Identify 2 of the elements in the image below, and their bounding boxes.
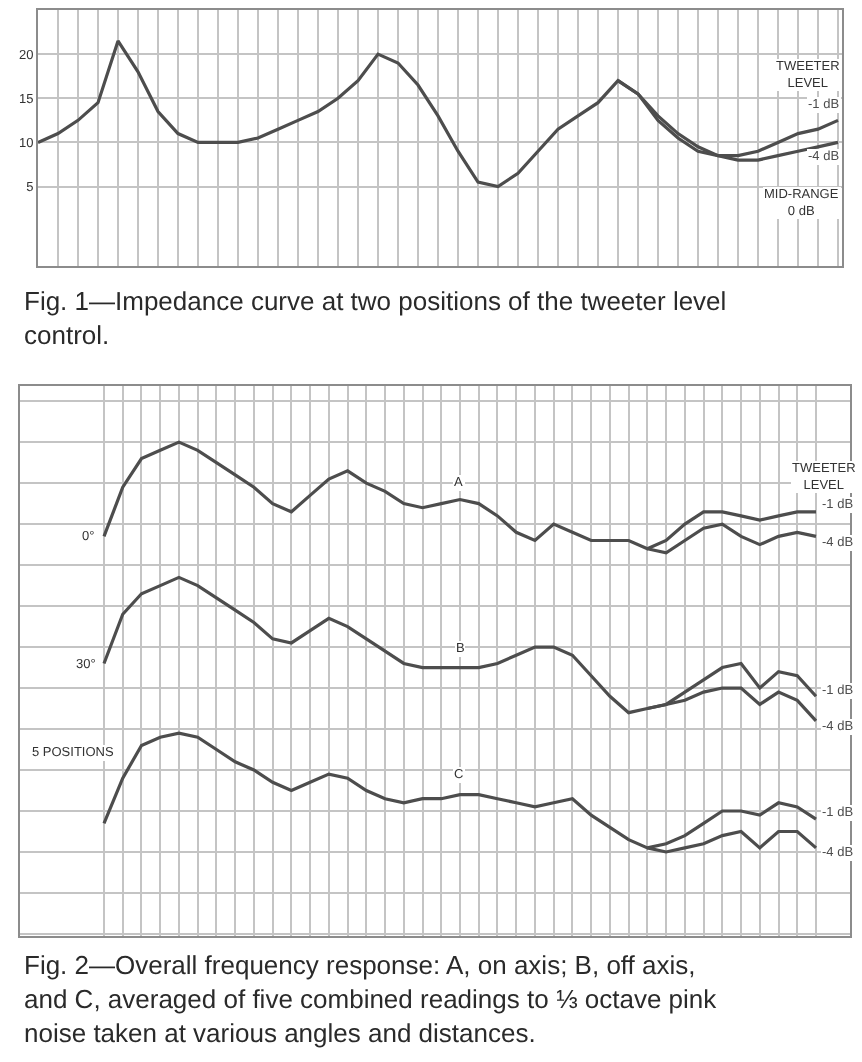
text: Fig. 2—Overall frequency response: A, on axis; B, off axis, and C, averaged of five combined readings to ⅓ octave pink noise taken at various angles and distances. bbox=[24, 950, 718, 1048]
text: Fig. 1—Impedance curve at two positions of the tweeter level control. bbox=[24, 286, 727, 350]
